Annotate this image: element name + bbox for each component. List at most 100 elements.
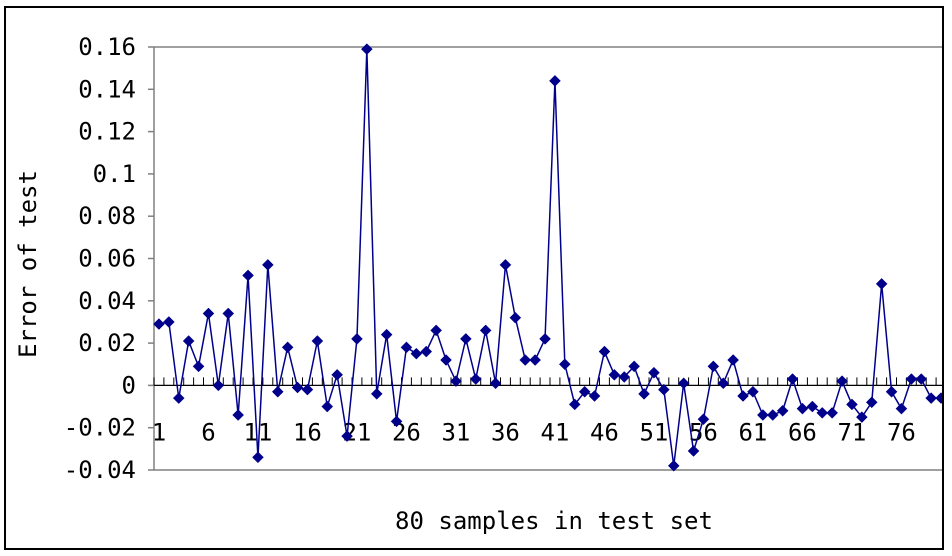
data-point (351, 333, 363, 345)
data-point (321, 400, 334, 413)
y-axis-label: Error of test (14, 170, 42, 358)
data-point (608, 368, 621, 381)
data-point (360, 43, 373, 55)
data-point (380, 328, 393, 341)
data-point (618, 371, 631, 383)
data-point (826, 407, 839, 419)
y-tick-label: 0 (122, 371, 136, 399)
data-point (766, 409, 779, 421)
data-point (786, 373, 799, 385)
data-point (756, 409, 769, 421)
data-point (657, 383, 670, 396)
y-tick-label: 0.1 (93, 160, 136, 188)
x-tick-label: 31 (441, 418, 470, 446)
data-point (598, 345, 611, 358)
data-point (459, 333, 472, 345)
data-point (539, 333, 551, 345)
data-point (915, 373, 928, 385)
data-point (796, 402, 809, 415)
axes-group: 0.16 0.14 0.12 0.1 0.08 0.06 0.04 0.02 0 -0.02 -0.… (64, 33, 947, 484)
data-point (697, 413, 710, 426)
data-point (677, 377, 690, 390)
y-tick-label: 0.14 (78, 75, 136, 103)
x-tick-label: 46 (590, 418, 619, 446)
data-point (895, 402, 908, 415)
data-point (252, 451, 264, 464)
data-point (529, 354, 542, 366)
y-tick-label: 0.06 (78, 245, 136, 273)
data-point (687, 445, 700, 457)
data-point (865, 396, 878, 409)
data-point (162, 316, 175, 328)
data-point (667, 459, 680, 472)
data-point (469, 373, 482, 385)
data-point (222, 307, 235, 320)
data-point (638, 388, 650, 400)
data-point (648, 366, 660, 379)
x-tick-label: 11 (243, 418, 272, 446)
data-point (578, 385, 591, 398)
data-point (291, 381, 304, 394)
data-point (885, 385, 898, 398)
data-point (846, 398, 858, 411)
data-point (905, 373, 918, 385)
data-point (261, 258, 274, 271)
x-tick-label: 6 (201, 418, 215, 446)
data-point (212, 379, 225, 392)
data-point (727, 354, 740, 366)
data-point (499, 258, 512, 271)
data-point (558, 358, 571, 371)
data-point (509, 311, 522, 324)
y-tick-label: -0.04 (64, 456, 136, 484)
chart-frame: Error of test 80 samples in test set 0.1… (4, 6, 947, 550)
data-point (420, 345, 433, 358)
x-tick-label: 61 (738, 418, 767, 446)
data-point (568, 398, 581, 411)
data-point (440, 354, 452, 366)
series-group (153, 43, 947, 472)
data-point (588, 390, 601, 402)
y-tick-label: 0.16 (78, 33, 136, 61)
x-tick-label: 66 (788, 418, 817, 446)
data-point (519, 354, 532, 366)
data-point (479, 324, 492, 337)
data-point (489, 377, 502, 390)
x-axis-label: 80 samples in test set (395, 507, 713, 535)
data-point (450, 375, 462, 388)
data-point (855, 411, 868, 423)
line-chart: Error of test 80 samples in test set 0.1… (14, 33, 947, 535)
data-point (776, 404, 789, 417)
data-point (549, 74, 561, 87)
data-point (410, 347, 423, 360)
data-point (281, 341, 294, 354)
data-point (301, 383, 314, 396)
data-point (271, 385, 284, 398)
data-point (430, 324, 443, 337)
data-point (400, 341, 413, 354)
data-point (747, 385, 759, 398)
y-tick-label: -0.02 (64, 414, 136, 442)
data-point (153, 318, 165, 330)
x-tick-label: 76 (887, 418, 916, 446)
data-point (192, 360, 205, 373)
x-tick-label: 41 (540, 418, 569, 446)
y-tick-label: 0.12 (78, 118, 136, 146)
data-point (182, 335, 195, 347)
x-tick-label: 1 (152, 418, 166, 446)
data-point (331, 368, 344, 381)
x-tick-label: 71 (837, 418, 866, 446)
data-point (172, 392, 185, 404)
data-point (370, 388, 383, 400)
data-point (717, 377, 730, 390)
data-point (816, 407, 829, 419)
y-tick-label: 0.08 (78, 202, 136, 230)
x-tick-label: 36 (491, 418, 520, 446)
data-point (707, 360, 720, 373)
data-point (737, 390, 749, 402)
data-point (390, 415, 403, 428)
y-tick-label: 0.04 (78, 287, 136, 315)
x-tick-label: 16 (293, 418, 322, 446)
data-point (202, 307, 215, 320)
y-tick-label: 0.02 (78, 329, 136, 357)
data-point (806, 400, 819, 413)
